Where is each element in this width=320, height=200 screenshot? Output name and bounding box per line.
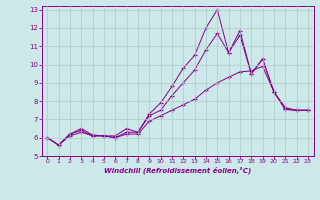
X-axis label: Windchill (Refroidissement éolien,°C): Windchill (Refroidissement éolien,°C) bbox=[104, 167, 251, 174]
